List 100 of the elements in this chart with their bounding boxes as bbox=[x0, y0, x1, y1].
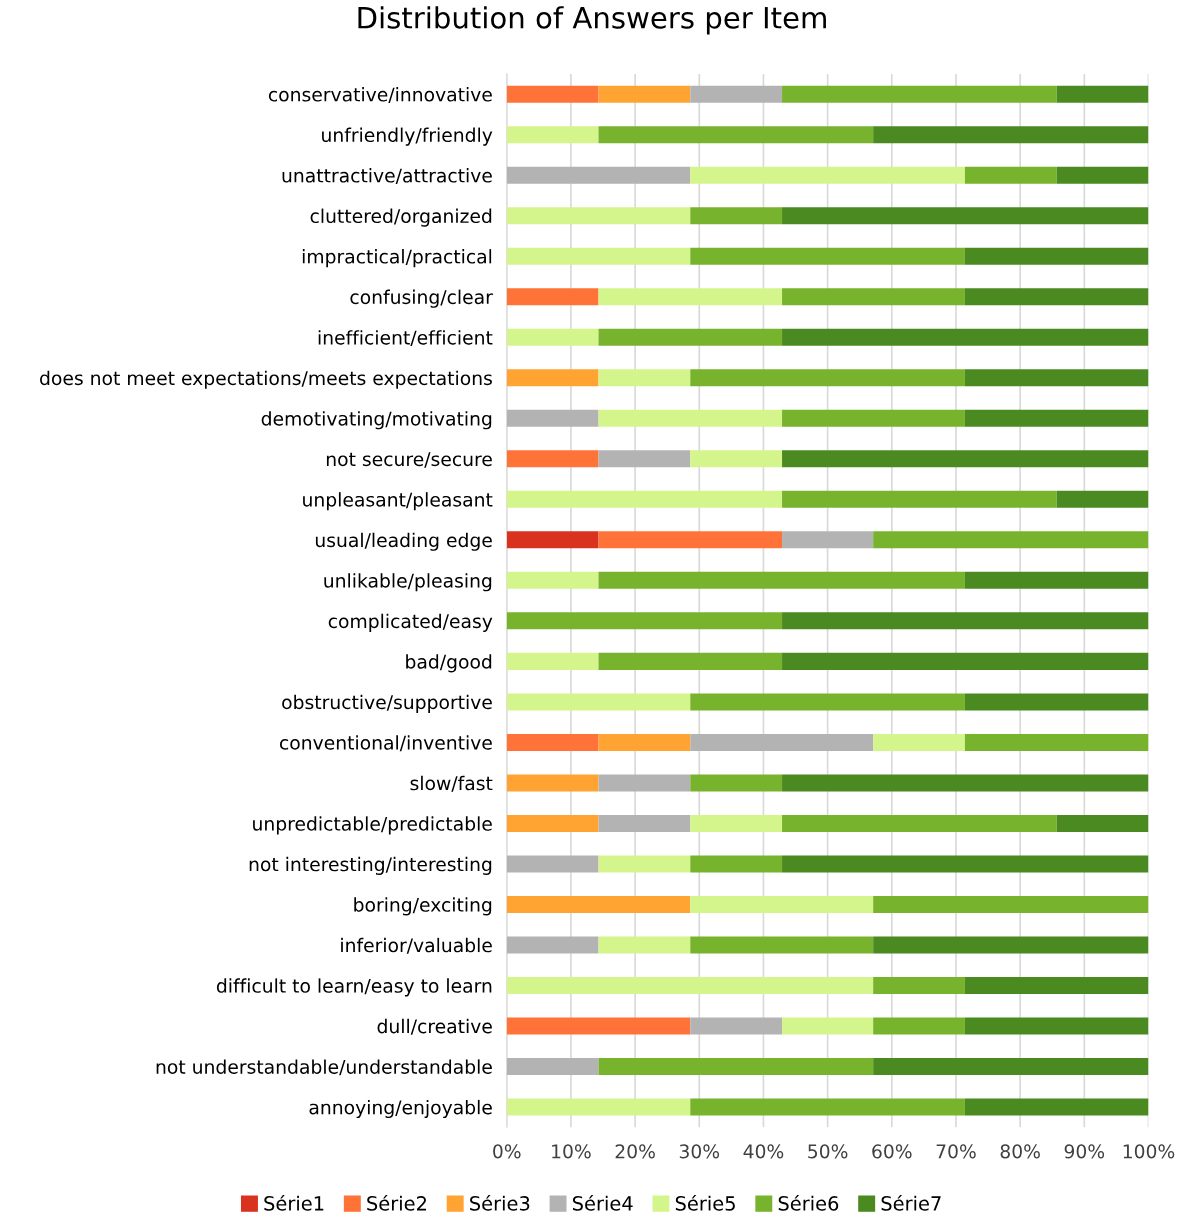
bar bbox=[598, 814, 691, 832]
bar bbox=[598, 733, 691, 751]
bar bbox=[506, 976, 874, 994]
y-tick-label: unfriendly/friendly bbox=[322, 127, 493, 146]
y-tick-label: unpredictable/predictable bbox=[253, 816, 492, 835]
bar bbox=[598, 409, 783, 427]
bar bbox=[598, 531, 783, 549]
bar bbox=[690, 693, 965, 711]
bar bbox=[506, 1058, 599, 1076]
x-tick-label: 10% bbox=[552, 1144, 591, 1159]
y-tick-label: inferior/valuable bbox=[341, 937, 492, 954]
bar bbox=[598, 126, 874, 144]
bar bbox=[598, 774, 691, 792]
y-tick-label: unpleasant/pleasant bbox=[303, 492, 493, 511]
y-tick-label: inefficient/efficient bbox=[318, 330, 493, 347]
bar bbox=[873, 895, 1149, 913]
bar bbox=[598, 369, 691, 387]
bar bbox=[506, 126, 599, 144]
bar bbox=[873, 126, 1149, 144]
y-tick-label: conventional/inventive bbox=[279, 735, 492, 752]
x-tick-label: 50% bbox=[808, 1144, 848, 1159]
y-tick-label: slow/fast bbox=[410, 775, 493, 792]
x-tick-label: 40% bbox=[743, 1144, 784, 1159]
bar bbox=[873, 1017, 965, 1035]
bar bbox=[506, 207, 691, 225]
x-tick-label: 90% bbox=[1064, 1144, 1105, 1159]
y-tick-label: confusing/clear bbox=[350, 289, 493, 308]
legend-label: Série3 bbox=[470, 1194, 530, 1211]
bar bbox=[1056, 85, 1149, 103]
x-tick-label: 30% bbox=[679, 1144, 720, 1159]
bar bbox=[964, 1017, 1149, 1035]
bar bbox=[690, 814, 783, 832]
bar bbox=[782, 85, 1057, 103]
bar bbox=[690, 855, 783, 873]
bar bbox=[690, 166, 965, 184]
bar bbox=[964, 166, 1057, 184]
bar bbox=[598, 85, 691, 103]
bar bbox=[1056, 490, 1149, 508]
bar bbox=[690, 369, 965, 387]
bar bbox=[690, 207, 783, 225]
x-tick-label: 60% bbox=[872, 1144, 912, 1159]
legend-label: Série7 bbox=[881, 1194, 941, 1211]
bar bbox=[782, 531, 874, 549]
y-tick-label: annoying/enjoyable bbox=[309, 1099, 492, 1119]
legend-label: Série1 bbox=[264, 1194, 324, 1211]
bar bbox=[782, 288, 965, 306]
y-tick-label: demotivating/motivating bbox=[261, 411, 492, 430]
bar bbox=[964, 1098, 1149, 1116]
bar bbox=[506, 85, 599, 103]
bar bbox=[506, 652, 599, 670]
bar bbox=[690, 895, 874, 913]
bar bbox=[506, 855, 599, 873]
bar bbox=[506, 1017, 691, 1035]
bar bbox=[506, 895, 691, 913]
y-tick-label: cluttered/organized bbox=[310, 208, 492, 227]
bar bbox=[506, 450, 599, 468]
bar bbox=[690, 85, 783, 103]
bar bbox=[598, 450, 691, 468]
legend-label: Série6 bbox=[778, 1194, 839, 1211]
bar bbox=[598, 1058, 874, 1076]
x-tick-label: 20% bbox=[615, 1144, 655, 1159]
y-tick-label: dull/creative bbox=[377, 1018, 492, 1035]
bar bbox=[1056, 166, 1149, 184]
y-tick-label: bad/good bbox=[406, 654, 492, 673]
bar bbox=[506, 288, 599, 306]
bar bbox=[506, 409, 599, 427]
bar bbox=[506, 531, 599, 549]
x-tick-label: 100% bbox=[1123, 1144, 1175, 1159]
y-tick-label: difficult to learn/easy to learn bbox=[216, 978, 492, 997]
bar bbox=[782, 450, 1149, 468]
y-tick-label: not secure/secure bbox=[326, 452, 492, 468]
y-tick-label: complicated/easy bbox=[328, 613, 493, 632]
x-tick-label: 0% bbox=[493, 1144, 521, 1159]
bar bbox=[506, 814, 599, 832]
bar bbox=[873, 531, 1149, 549]
bar bbox=[964, 733, 1149, 751]
bar bbox=[598, 652, 783, 670]
bar bbox=[506, 612, 783, 630]
bar bbox=[506, 774, 599, 792]
bar bbox=[506, 328, 599, 346]
bar bbox=[598, 936, 691, 954]
bar bbox=[964, 369, 1149, 387]
bar bbox=[598, 571, 965, 589]
bar bbox=[506, 166, 691, 184]
bar bbox=[506, 490, 783, 508]
bar bbox=[873, 936, 1149, 954]
bar bbox=[782, 652, 1149, 670]
bar bbox=[782, 207, 1149, 225]
chart-title: Distribution of Answers per Item bbox=[358, 6, 826, 35]
bar bbox=[782, 328, 1149, 346]
y-tick-label: not understandable/understandable bbox=[156, 1059, 492, 1076]
bar bbox=[964, 247, 1149, 265]
bar bbox=[690, 247, 965, 265]
y-tick-label: conservative/innovative bbox=[268, 87, 492, 104]
bar bbox=[782, 774, 1149, 792]
bar bbox=[506, 1098, 691, 1116]
bar bbox=[873, 1058, 1149, 1076]
bar bbox=[873, 976, 965, 994]
y-tick-label: boring/exciting bbox=[354, 897, 492, 916]
bar bbox=[964, 288, 1149, 306]
